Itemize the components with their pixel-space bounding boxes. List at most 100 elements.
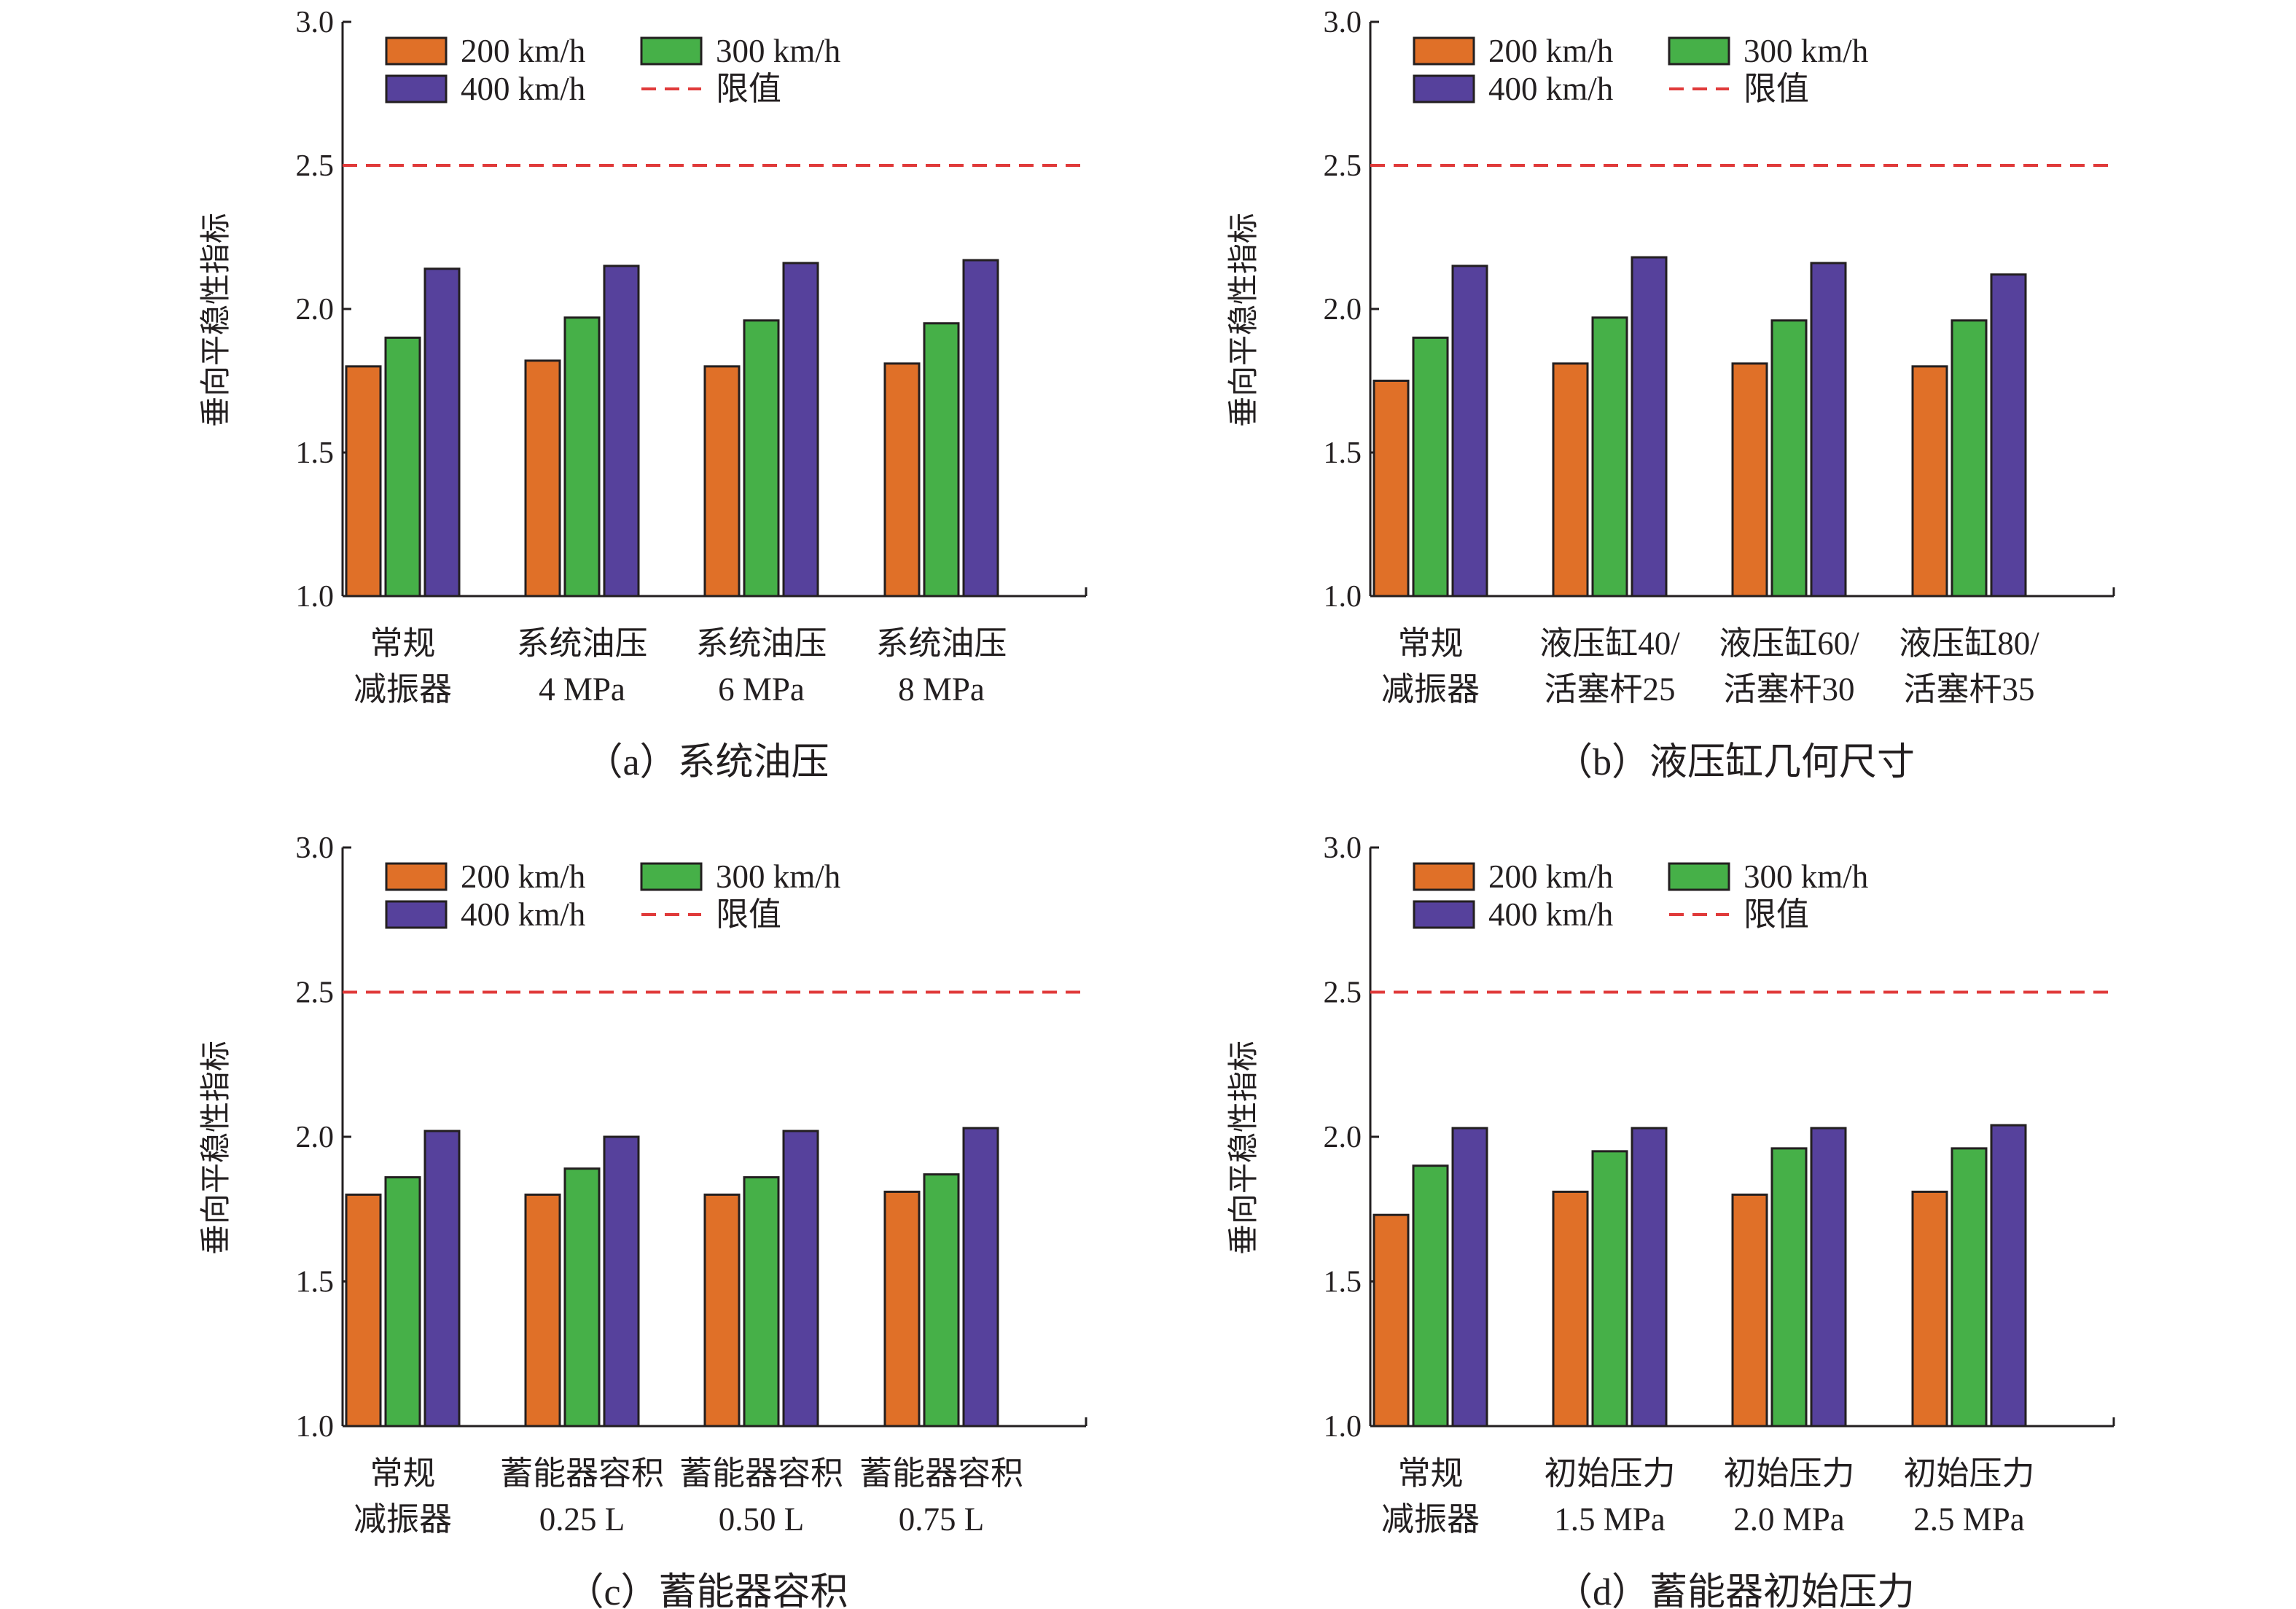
category-label: 6 MPa — [718, 671, 805, 708]
legend-swatch-200 — [385, 36, 448, 66]
bar-400kmh — [423, 267, 461, 598]
bar-300kmh — [743, 1176, 780, 1428]
category-label: 初始压力 — [1544, 1455, 1675, 1492]
bar-200kmh — [883, 362, 921, 598]
bar-300kmh — [384, 1176, 421, 1428]
bar-300kmh — [1951, 319, 1988, 598]
legend-label-limit: 限值 — [716, 71, 781, 107]
panel-caption: （c）蓄能器容积 — [566, 1572, 848, 1609]
bar-300kmh — [1591, 1150, 1628, 1428]
bar-200kmh — [1911, 1190, 1948, 1428]
legend-swatch-200 — [385, 862, 448, 891]
y-tick-label: 2.5 — [296, 149, 335, 183]
y-axis-label: 垂向平稳性指标 — [200, 213, 233, 427]
bar-200kmh — [1372, 380, 1410, 598]
category-label: 常规 — [1397, 625, 1463, 662]
bar-200kmh — [703, 365, 741, 598]
bar-400kmh — [782, 1130, 819, 1428]
legend: 200 km/h 300 km/h 400 km/h 限值 — [1413, 33, 1868, 107]
y-tick-label: 2.5 — [1324, 149, 1362, 183]
bar-200kmh — [524, 1193, 561, 1428]
legend-label-300: 300 km/h — [1744, 33, 1868, 69]
category-label: 减振器 — [1381, 671, 1480, 708]
legend-label-200: 200 km/h — [1488, 858, 1613, 895]
legend-swatch-200 — [1413, 862, 1475, 891]
bar-400kmh — [603, 265, 640, 598]
bar-300kmh — [563, 1167, 601, 1428]
y-axis-label: 垂向平稳性指标 — [1227, 1041, 1261, 1255]
bar-200kmh — [1911, 365, 1948, 598]
y-axis-label: 垂向平稳性指标 — [1227, 213, 1261, 427]
bar-300kmh — [1412, 336, 1449, 598]
y-axis-label: 垂向平稳性指标 — [200, 1041, 233, 1255]
legend-swatch-400 — [1413, 900, 1475, 929]
bar-200kmh — [345, 365, 382, 598]
bar-200kmh — [703, 1193, 741, 1428]
bar-400kmh — [962, 259, 999, 598]
y-tick-label: 1.5 — [1324, 1266, 1362, 1299]
category-label: 减振器 — [1381, 1501, 1480, 1538]
bar-300kmh — [1951, 1147, 1988, 1428]
category-label: 4 MPa — [539, 671, 625, 708]
bar-300kmh — [1770, 319, 1808, 598]
bar-200kmh — [1731, 362, 1768, 598]
bar-400kmh — [1451, 265, 1488, 598]
legend-swatch-400 — [385, 900, 448, 929]
bar-400kmh — [1451, 1127, 1488, 1428]
legend-swatch-200 — [1413, 36, 1475, 66]
category-label: 2.5 MPa — [1913, 1501, 2025, 1538]
category-label: 液压缸40/ — [1539, 625, 1680, 662]
bar-300kmh — [923, 1173, 960, 1428]
category-label: 常规 — [1397, 1455, 1463, 1492]
y-tick-label: 2.0 — [296, 293, 335, 326]
y-tick-label: 1.0 — [296, 1410, 335, 1444]
legend-swatch-400 — [1413, 74, 1475, 103]
legend-swatch-300 — [640, 36, 703, 66]
bar-400kmh — [603, 1135, 640, 1428]
bar-400kmh — [1990, 1124, 2027, 1428]
y-tick-label: 1.5 — [296, 1266, 335, 1299]
category-label: 0.50 L — [719, 1501, 805, 1538]
y-tick-label: 2.5 — [296, 976, 335, 1010]
y-tick-label: 2.0 — [296, 1121, 335, 1154]
bar-300kmh — [743, 319, 780, 598]
bar-300kmh — [563, 316, 601, 598]
bar-400kmh — [1631, 256, 1668, 598]
bar-400kmh — [962, 1127, 999, 1428]
legend-label-300: 300 km/h — [716, 858, 840, 895]
category-label: 8 MPa — [898, 671, 985, 708]
legend-label-limit: 限值 — [716, 896, 781, 933]
bar-200kmh — [345, 1193, 382, 1428]
category-label: 减振器 — [354, 671, 452, 708]
category-label: 系统油压 — [516, 625, 647, 662]
bar-400kmh — [1990, 273, 2027, 598]
bar-400kmh — [782, 262, 819, 598]
panel-caption: （a）系统油压 — [585, 742, 829, 783]
bar-200kmh — [1552, 1190, 1589, 1428]
bar-300kmh — [1770, 1147, 1808, 1428]
bar-300kmh — [384, 336, 421, 598]
legend-label-400: 400 km/h — [1488, 71, 1613, 107]
category-label: 初始压力 — [1903, 1455, 2034, 1492]
bar-300kmh — [923, 322, 960, 598]
category-label: 活塞杆35 — [1903, 671, 2034, 708]
category-label: 0.25 L — [539, 1501, 625, 1538]
legend-label-300: 300 km/h — [1744, 858, 1868, 895]
legend-swatch-400 — [385, 74, 448, 103]
bar-300kmh — [1591, 316, 1628, 598]
category-label: 蓄能器容积 — [679, 1455, 843, 1492]
y-tick-label: 1.0 — [1324, 1410, 1362, 1444]
y-tick-label: 3.0 — [1324, 6, 1362, 39]
category-label: 系统油压 — [695, 625, 827, 662]
bar-400kmh — [1810, 1127, 1847, 1428]
category-label: 0.75 L — [899, 1501, 985, 1538]
legend: 200 km/h 300 km/h 400 km/h 限值 — [1413, 858, 1868, 933]
category-label: 蓄能器容积 — [500, 1455, 664, 1492]
y-tick-label: 1.0 — [296, 580, 335, 614]
bar-200kmh — [1731, 1193, 1768, 1428]
legend: 200 km/h 300 km/h 400 km/h 限值 — [385, 858, 840, 933]
